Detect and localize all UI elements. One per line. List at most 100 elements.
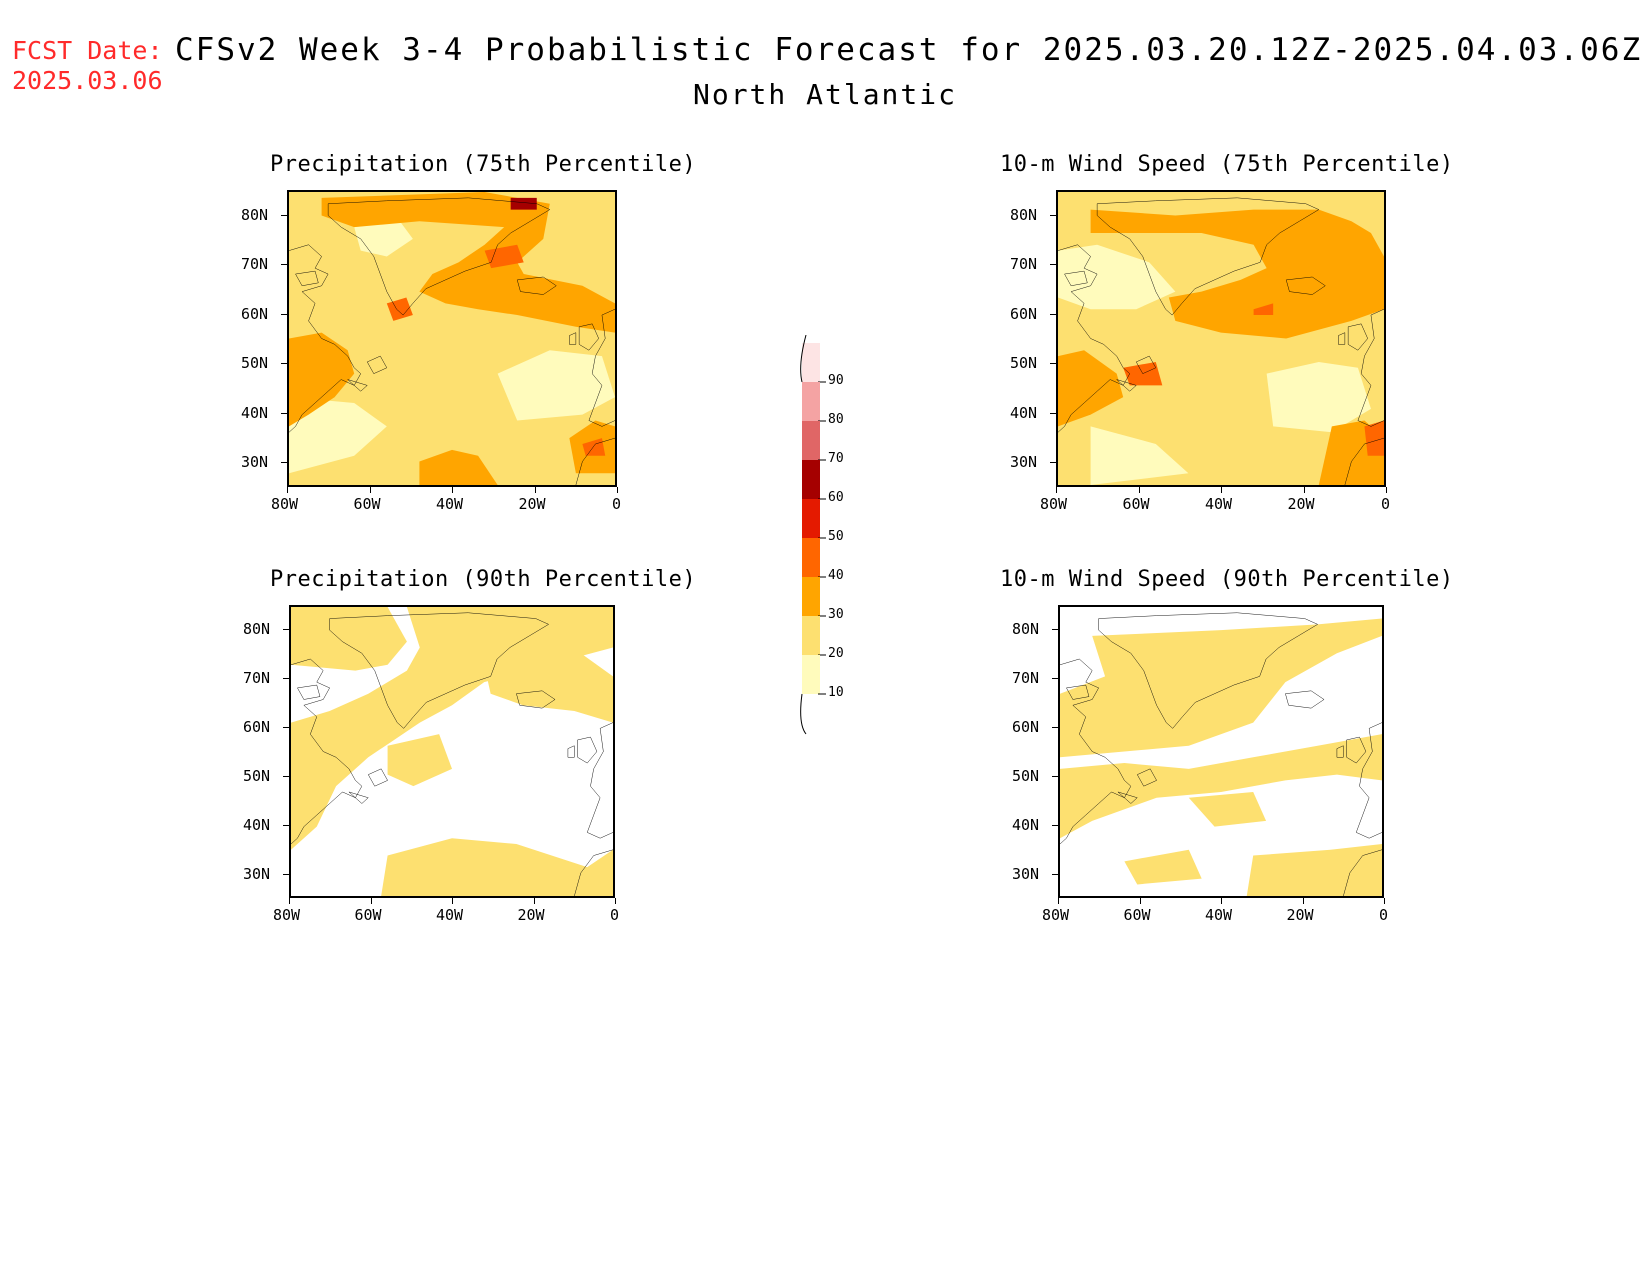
lat-tick: [1050, 412, 1056, 414]
probability-contour-dark_orange: [484, 244, 524, 269]
coastline: [1118, 792, 1137, 804]
lon-tick: [287, 487, 288, 493]
coastline: [579, 324, 599, 350]
lat-tick-label: 40N: [243, 815, 271, 834]
probability-contour-yellow: [1060, 618, 1382, 758]
lat-tick: [1050, 462, 1056, 464]
lat-tick: [1052, 727, 1058, 729]
lat-tick: [1050, 214, 1056, 216]
colorbar-segment: [802, 538, 820, 577]
colorbar-label: 20: [828, 646, 844, 661]
lon-tick: [370, 898, 372, 904]
panel-title-wind-90: 10-m Wind Speed (90th Percentile): [1000, 567, 1454, 592]
lat-tick-label: 80N: [243, 620, 271, 639]
colorbar-label: 80: [828, 412, 844, 427]
lat-tick-label: 40N: [1012, 815, 1040, 834]
lon-tick-label: 60W: [1122, 495, 1150, 513]
lon-tick-label: 20W: [517, 906, 545, 924]
colorbar-graphic: [800, 334, 826, 735]
probability-contour-light: [1090, 426, 1189, 485]
coastline: [1099, 613, 1318, 729]
lon-tick-label: 40W: [436, 495, 464, 513]
lon-tick-label: 0: [1381, 495, 1391, 513]
lon-tick-label: 80W: [1040, 495, 1068, 513]
panel-title-wind-75: 10-m Wind Speed (75th Percentile): [1000, 152, 1454, 177]
map-precip-90: [289, 605, 615, 898]
main-title: CFSv2 Week 3-4 Probabilistic Forecast fo…: [175, 32, 1643, 68]
lon-tick: [1139, 898, 1141, 904]
map-precip-75: [287, 190, 617, 487]
lon-tick-label: 20W: [518, 495, 546, 513]
probability-contour-yellow: [1060, 734, 1382, 839]
lon-tick-label: 40W: [436, 906, 464, 924]
probability-contour-orange: [1058, 350, 1124, 427]
fcst-date-value: 2025.03.06: [12, 66, 163, 95]
lon-tick: [1058, 898, 1059, 904]
coastline: [1097, 198, 1319, 315]
lon-tick-label: 0: [612, 495, 622, 513]
lat-tick: [283, 629, 289, 631]
lat-tick-label: 50N: [243, 766, 271, 785]
colorbar-segment: [802, 577, 820, 616]
lon-tick-label: 60W: [353, 495, 381, 513]
lat-tick-label: 50N: [1012, 766, 1040, 785]
lat-tick: [1050, 313, 1056, 315]
coastline: [368, 769, 387, 786]
coastline: [1066, 685, 1089, 699]
coastline: [576, 438, 615, 485]
colorbar-label: 60: [828, 490, 844, 505]
probability-contour-yellow: [484, 653, 613, 723]
colorbar-segment: [802, 499, 820, 538]
coastline: [1286, 277, 1325, 295]
coastline: [367, 356, 387, 374]
coastline: [291, 659, 362, 844]
lat-tick-label: 40N: [1010, 403, 1038, 422]
lat-tick-label: 70N: [241, 255, 269, 274]
lon-tick: [452, 487, 453, 493]
lon-tick: [1221, 487, 1222, 493]
lon-tick: [1221, 898, 1222, 904]
map-field: [289, 192, 615, 485]
probability-contour-light: [1266, 361, 1371, 433]
lon-tick: [534, 487, 536, 493]
map-field: [1058, 192, 1384, 485]
probability-contour-light: [354, 221, 413, 257]
lat-tick: [1050, 363, 1056, 365]
map-field: [291, 607, 613, 896]
lon-tick: [369, 487, 371, 493]
probability-contour-light: [497, 350, 615, 421]
colorbar-segment: [802, 655, 820, 694]
coastline: [296, 271, 319, 286]
map-field: [1060, 607, 1382, 896]
coastline: [1358, 309, 1384, 426]
probability-contour-orange: [321, 192, 615, 333]
lon-tick: [452, 898, 453, 904]
lon-tick-label: 40W: [1205, 906, 1233, 924]
colorbar: 90 80 70 60 50 40 30 20 10: [800, 334, 860, 749]
lat-tick-label: 40N: [241, 403, 269, 422]
lat-tick: [1052, 678, 1058, 680]
lon-tick: [615, 898, 616, 904]
coastline: [516, 691, 555, 708]
lon-tick: [289, 898, 290, 904]
lat-tick-label: 60N: [241, 304, 269, 323]
colorbar-label: 40: [828, 568, 844, 583]
lon-tick: [1386, 487, 1387, 493]
coastline: [1338, 333, 1345, 345]
coastline: [578, 737, 597, 763]
coastline: [1348, 324, 1368, 350]
probability-contour-yellow: [387, 734, 452, 787]
lat-tick-label: 80N: [241, 205, 269, 224]
coastline: [587, 723, 613, 839]
lat-tick-label: 70N: [1012, 669, 1040, 688]
lat-tick-label: 60N: [1010, 304, 1038, 323]
lat-tick: [283, 873, 289, 875]
lat-tick: [1050, 264, 1056, 266]
lat-tick-label: 60N: [243, 718, 271, 737]
coastline: [1136, 356, 1156, 374]
probability-contour-orange: [289, 332, 355, 427]
lon-tick-label: 20W: [1287, 495, 1315, 513]
coastline: [1137, 769, 1156, 786]
lat-tick: [281, 313, 287, 315]
lat-tick: [283, 678, 289, 680]
